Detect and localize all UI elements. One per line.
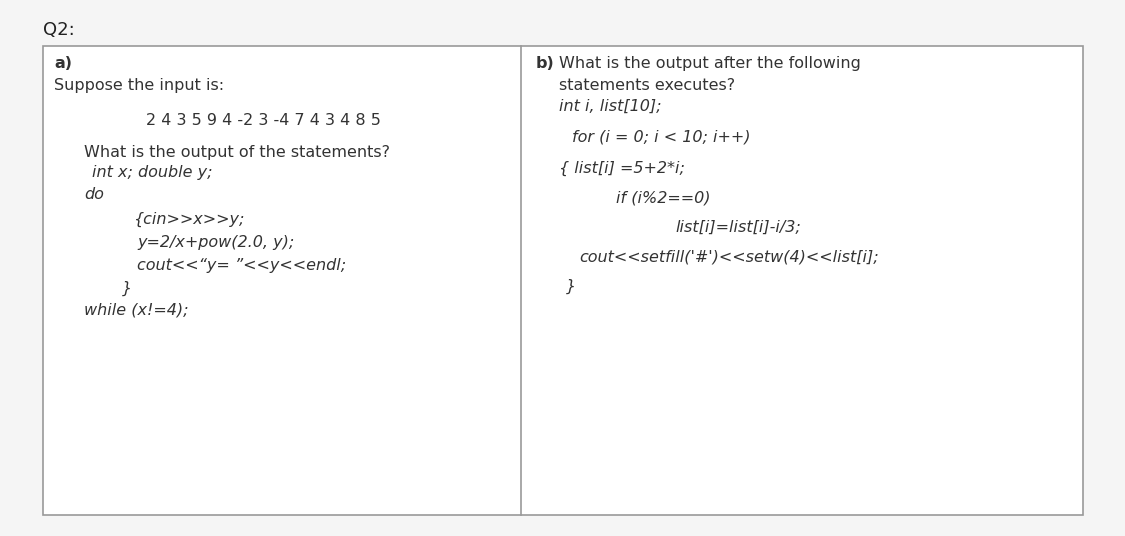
Text: if (i%2==0): if (i%2==0) [616, 190, 711, 205]
Text: for (i = 0; i < 10; i++): for (i = 0; i < 10; i++) [572, 130, 750, 145]
Text: b): b) [536, 56, 555, 71]
Text: }: } [566, 279, 576, 294]
Text: {cin>>x>>y;: {cin>>x>>y; [133, 212, 244, 227]
Text: statements executes?: statements executes? [559, 78, 736, 93]
Bar [43, 46, 1083, 515]
Text: a): a) [54, 56, 72, 71]
Text: list[i]=list[i]-i/3;: list[i]=list[i]-i/3; [675, 220, 801, 235]
Text: { list[i] =5+2*i;: { list[i] =5+2*i; [559, 161, 685, 176]
Text: y=2/x+pow(2.0, y);: y=2/x+pow(2.0, y); [137, 235, 295, 250]
Text: 2 4 3 5 9 4 -2 3 -4 7 4 3 4 8 5: 2 4 3 5 9 4 -2 3 -4 7 4 3 4 8 5 [146, 113, 381, 128]
Text: Q2:: Q2: [43, 21, 74, 40]
Text: What is the output after the following: What is the output after the following [559, 56, 861, 71]
Text: What is the output of the statements?: What is the output of the statements? [84, 145, 390, 160]
Text: }: } [122, 280, 132, 295]
Text: Suppose the input is:: Suppose the input is: [54, 78, 224, 93]
Text: int i, list[10];: int i, list[10]; [559, 99, 662, 114]
Text: while (x!=4);: while (x!=4); [84, 303, 189, 318]
Text: int x; double y;: int x; double y; [92, 165, 213, 180]
Text: do: do [84, 187, 105, 202]
Text: cout<<setfill('#')<<setw(4)<<list[i];: cout<<setfill('#')<<setw(4)<<list[i]; [579, 249, 879, 264]
Text: cout<<“y= ”<<y<<endl;: cout<<“y= ”<<y<<endl; [137, 258, 346, 273]
